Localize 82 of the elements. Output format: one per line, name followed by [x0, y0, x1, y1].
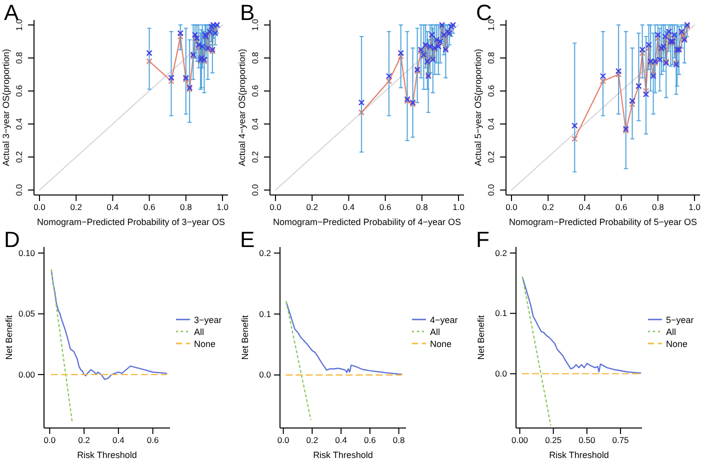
x-tick-label: 1.0 — [216, 202, 229, 212]
y-tick-label: 0.4 — [250, 118, 260, 130]
y-tick-label: 0.4 — [486, 118, 496, 130]
y-tick-label: 0.1 — [259, 308, 272, 319]
legend-label: 5−year — [666, 315, 694, 325]
x-tick-label: 0.8 — [416, 202, 428, 212]
y-tick-label: 0.2 — [495, 248, 508, 258]
y-tick-label: 0.2 — [250, 150, 260, 163]
x-tick-label: 0.6 — [379, 202, 392, 212]
x-axis-title: Risk Threshold — [549, 450, 609, 460]
x-tick-label: 0.6 — [146, 435, 159, 446]
y-tick-label: 1.0 — [250, 18, 260, 31]
legend-label: All — [430, 327, 440, 337]
x-axis-title: Risk Threshold — [313, 450, 373, 460]
x-tick-label: 0.2 — [78, 435, 90, 446]
x-tick-label: 0.0 — [270, 202, 282, 212]
y-tick-label: 0.0 — [486, 184, 496, 196]
x-tick-label: 0.00 — [511, 435, 528, 446]
y-tick-label: 0.8 — [486, 52, 496, 64]
legend-label: None — [194, 339, 216, 349]
y-axis-title: Actual 4−year OS(proportion) — [237, 48, 247, 166]
legend-label: 4−year — [430, 315, 458, 325]
x-tick-label: 0.2 — [306, 202, 318, 212]
x-axis-title: Risk Threshold — [77, 450, 137, 460]
y-axis-title: Actual 3−year OS(proportion) — [1, 48, 11, 166]
x-tick-label: 0.4 — [342, 202, 355, 212]
x-tick-label: 0.4 — [106, 202, 119, 212]
y-tick-label: 0.10 — [18, 248, 36, 258]
y-tick-label: 0.05 — [18, 308, 36, 319]
y-tick-label: 0.4 — [14, 118, 24, 130]
y-tick-label: 0.00 — [18, 369, 36, 380]
legend-label: None — [666, 339, 688, 349]
x-tick-label: 0.4 — [335, 435, 348, 446]
y-tick-label: 1.0 — [14, 18, 24, 31]
legend-label: All — [666, 327, 676, 337]
x-tick-label: 0.75 — [612, 435, 630, 446]
legend-label: None — [430, 339, 452, 349]
x-axis-title: Nomogram−Predicted Probability of 5−year OS — [508, 217, 698, 227]
x-tick-label: 1.0 — [688, 202, 701, 212]
legend-label: All — [194, 327, 204, 337]
x-tick-label: 0.25 — [545, 435, 562, 446]
y-tick-label: 0.6 — [486, 84, 496, 97]
y-tick-label: 0.0 — [259, 370, 272, 380]
x-axis-title: Nomogram−Predicted Probability of 4−year OS — [272, 217, 462, 227]
x-tick-label: 0.4 — [578, 202, 591, 212]
y-tick-label: 0.0 — [250, 184, 260, 196]
y-tick-label: 0.6 — [14, 84, 24, 97]
chart-title: F — [476, 227, 490, 252]
x-tick-label: 0.0 — [44, 435, 56, 446]
y-axis-title: Net Benefit — [476, 314, 486, 360]
x-tick-label: 0.6 — [364, 435, 376, 446]
chart-title: E — [240, 227, 255, 252]
x-tick-label: 0.0 — [506, 202, 518, 212]
legend-label: 3−year — [194, 315, 222, 325]
x-tick-label: 0.6 — [143, 202, 156, 212]
x-tick-label: 0.50 — [578, 435, 596, 446]
x-tick-label: 0.2 — [542, 202, 554, 212]
x-tick-label: 0.0 — [34, 202, 46, 212]
y-tick-label: 0.0 — [495, 368, 508, 378]
x-tick-label: 0.4 — [112, 435, 125, 446]
x-tick-label: 0.0 — [277, 435, 290, 446]
x-tick-label: 0.8 — [392, 435, 405, 446]
y-axis-title: Actual 5−year OS(proportion) — [473, 48, 483, 166]
y-tick-label: 0.0 — [14, 184, 24, 196]
y-axis-title: Net Benefit — [240, 314, 250, 360]
y-tick-label: 0.2 — [14, 150, 24, 163]
y-tick-label: 0.1 — [495, 308, 508, 318]
y-tick-label: 0.6 — [250, 84, 260, 97]
y-tick-label: 0.8 — [250, 52, 260, 64]
x-tick-label: 0.6 — [615, 202, 628, 212]
x-tick-label: 0.2 — [306, 435, 318, 446]
x-tick-label: 1.0 — [452, 202, 465, 212]
y-tick-label: 0.2 — [259, 248, 272, 258]
y-axis-title: Net Benefit — [4, 314, 14, 360]
y-tick-label: 0.2 — [486, 150, 496, 163]
x-tick-label: 0.2 — [70, 202, 82, 212]
x-tick-label: 0.8 — [180, 202, 192, 212]
y-tick-label: 1.0 — [486, 18, 496, 31]
chart-title: D — [4, 227, 20, 252]
x-tick-label: 0.8 — [652, 202, 664, 212]
y-tick-label: 0.8 — [14, 52, 24, 64]
x-axis-title: Nomogram−Predicted Probability of 3−year OS — [36, 217, 226, 227]
